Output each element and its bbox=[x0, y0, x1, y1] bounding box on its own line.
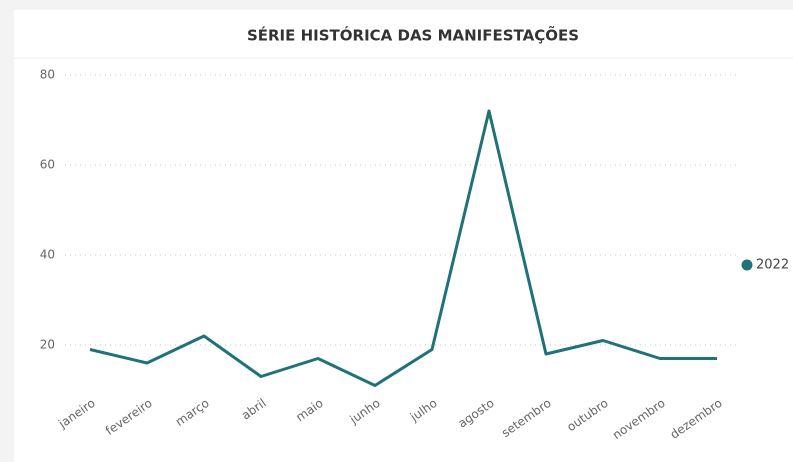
y-tick-label: 40 bbox=[40, 248, 55, 262]
y-tick-label: 20 bbox=[40, 338, 55, 352]
y-tick-label: 80 bbox=[40, 68, 55, 82]
y-tick-label: 60 bbox=[40, 158, 55, 172]
line bbox=[89, 109, 717, 387]
legend-marker bbox=[741, 259, 753, 271]
chart-title: SÉRIE HISTÓRICA DAS MANIFESTAÇÕES bbox=[247, 26, 579, 45]
card bbox=[14, 10, 793, 462]
legend-label: 2022 bbox=[756, 258, 789, 273]
